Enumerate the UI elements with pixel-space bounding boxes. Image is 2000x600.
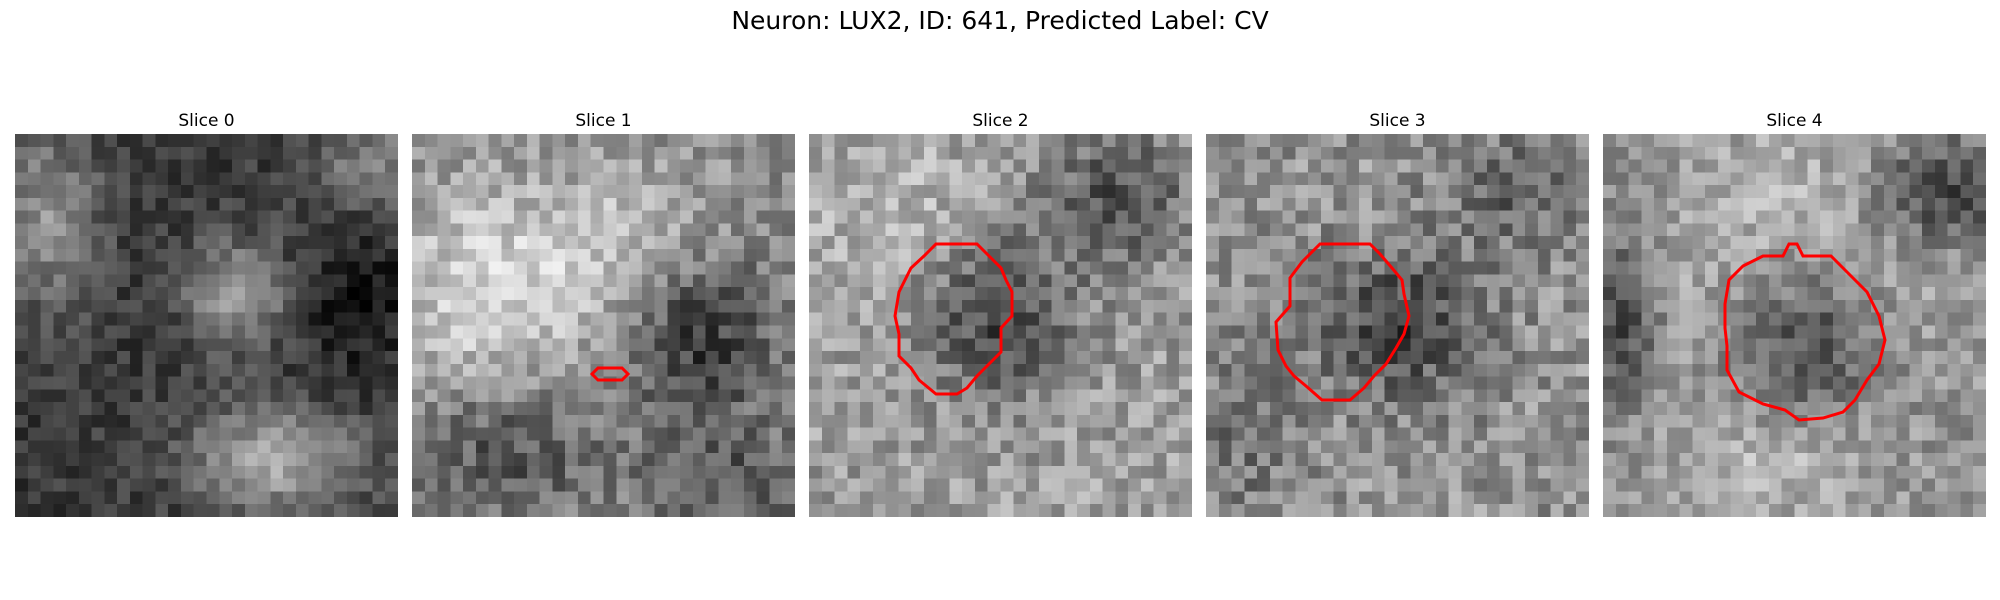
slice-panel-2: Slice 2 bbox=[809, 110, 1192, 517]
slice-panel-4: Slice 4 bbox=[1603, 110, 1986, 517]
slice-panel-0: Slice 0 bbox=[15, 110, 398, 517]
slice-2-pixels bbox=[809, 134, 1192, 517]
slice-title-4: Slice 4 bbox=[1766, 111, 1823, 131]
slice-4-roi-contour bbox=[1723, 242, 1887, 422]
slice-image-2 bbox=[809, 134, 1192, 517]
slice-image-1 bbox=[412, 134, 795, 517]
slice-0-pixels bbox=[15, 134, 398, 517]
slice-title-0: Slice 0 bbox=[178, 111, 235, 131]
slice-3-pixels bbox=[1206, 134, 1589, 517]
slice-3-contour-layer bbox=[1274, 242, 1411, 402]
slice-2-roi-contour bbox=[893, 242, 1014, 396]
slice-title-1: Slice 1 bbox=[575, 111, 632, 131]
slice-1-pixels bbox=[412, 134, 795, 517]
slice-panel-3: Slice 3 bbox=[1206, 110, 1589, 517]
slice-title-2: Slice 2 bbox=[972, 111, 1029, 131]
slice-1-contour-layer bbox=[589, 366, 631, 382]
slice-image-3 bbox=[1206, 134, 1589, 517]
slice-1-roi-contour bbox=[589, 366, 631, 382]
slice-panel-1: Slice 1 bbox=[412, 110, 795, 517]
slice-2-contour-layer bbox=[893, 242, 1014, 396]
slice-4-pixels bbox=[1603, 134, 1986, 517]
slice-4-contour-layer bbox=[1723, 242, 1887, 422]
slice-3-roi-contour bbox=[1274, 242, 1411, 402]
slice-image-4 bbox=[1603, 134, 1986, 517]
slice-title-3: Slice 3 bbox=[1369, 111, 1426, 131]
figure-title: Neuron: LUX2, ID: 641, Predicted Label: … bbox=[731, 6, 1269, 35]
slice-image-0 bbox=[15, 134, 398, 517]
